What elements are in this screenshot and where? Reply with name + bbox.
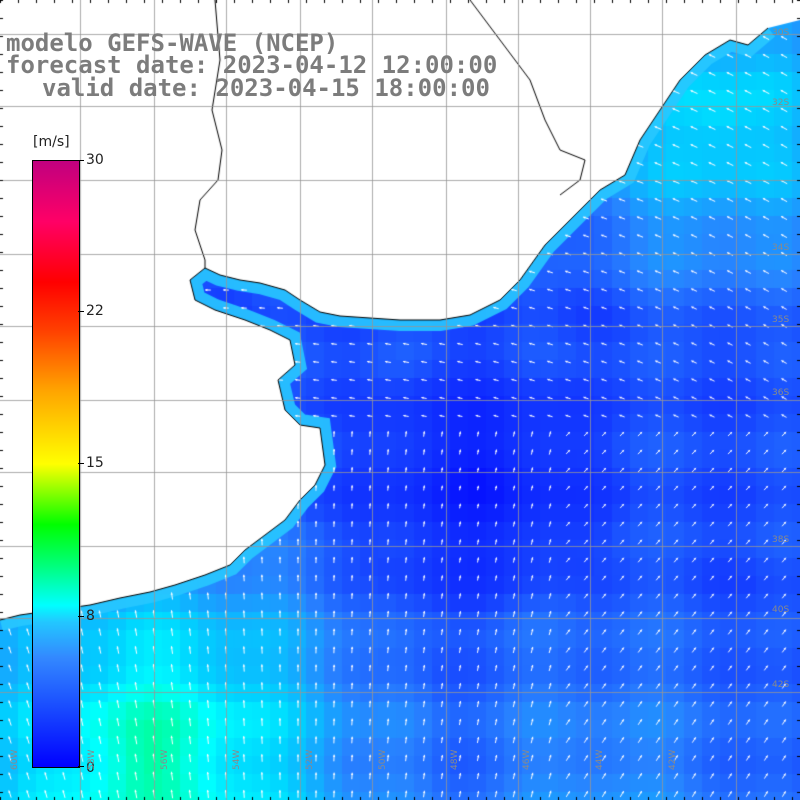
colorbar — [32, 160, 80, 768]
lon-label: 54W — [232, 749, 242, 770]
lon-label: 46W — [522, 749, 532, 770]
colorbar-unit: [m/s] — [33, 134, 70, 150]
tick-mark — [78, 160, 84, 161]
forecast-date: forecast date: 2023-04-12 12:00:00 — [6, 51, 498, 79]
lon-label: 52W — [305, 749, 315, 770]
tick-mark — [78, 463, 84, 464]
lon-label: 50W — [378, 749, 388, 770]
lon-label: 44W — [595, 749, 605, 770]
colorbar-tick-22: 22 — [86, 303, 104, 319]
lat-label: 36S — [772, 388, 790, 398]
colorbar-tick-30: 30 — [86, 152, 104, 168]
lon-label: 48W — [450, 749, 460, 770]
lat-label: 34S — [772, 243, 790, 253]
colorbar-tick-8: 8 — [86, 608, 95, 624]
model-title: modelo GEFS-WAVE (NCEP) — [6, 29, 339, 57]
lat-label: 38S — [772, 535, 790, 545]
valid-date: valid date: 2023-04-15 18:00:00 — [42, 74, 490, 102]
lat-label: 32S — [772, 98, 790, 108]
lon-label: 60W — [10, 749, 20, 770]
lat-label: 40S — [772, 605, 790, 615]
lat-label: 30S — [772, 28, 790, 38]
lat-label: 42S — [772, 680, 790, 690]
lon-label: 56W — [160, 749, 170, 770]
lat-label: 35S — [772, 315, 790, 325]
tick-mark — [78, 766, 84, 767]
colorbar-tick-0: 0 — [86, 760, 95, 776]
tick-mark — [78, 616, 84, 617]
colorbar-tick-15: 15 — [86, 455, 104, 471]
tick-mark — [78, 311, 84, 312]
lon-label: 58W — [87, 749, 97, 770]
lon-label: 42W — [668, 749, 678, 770]
